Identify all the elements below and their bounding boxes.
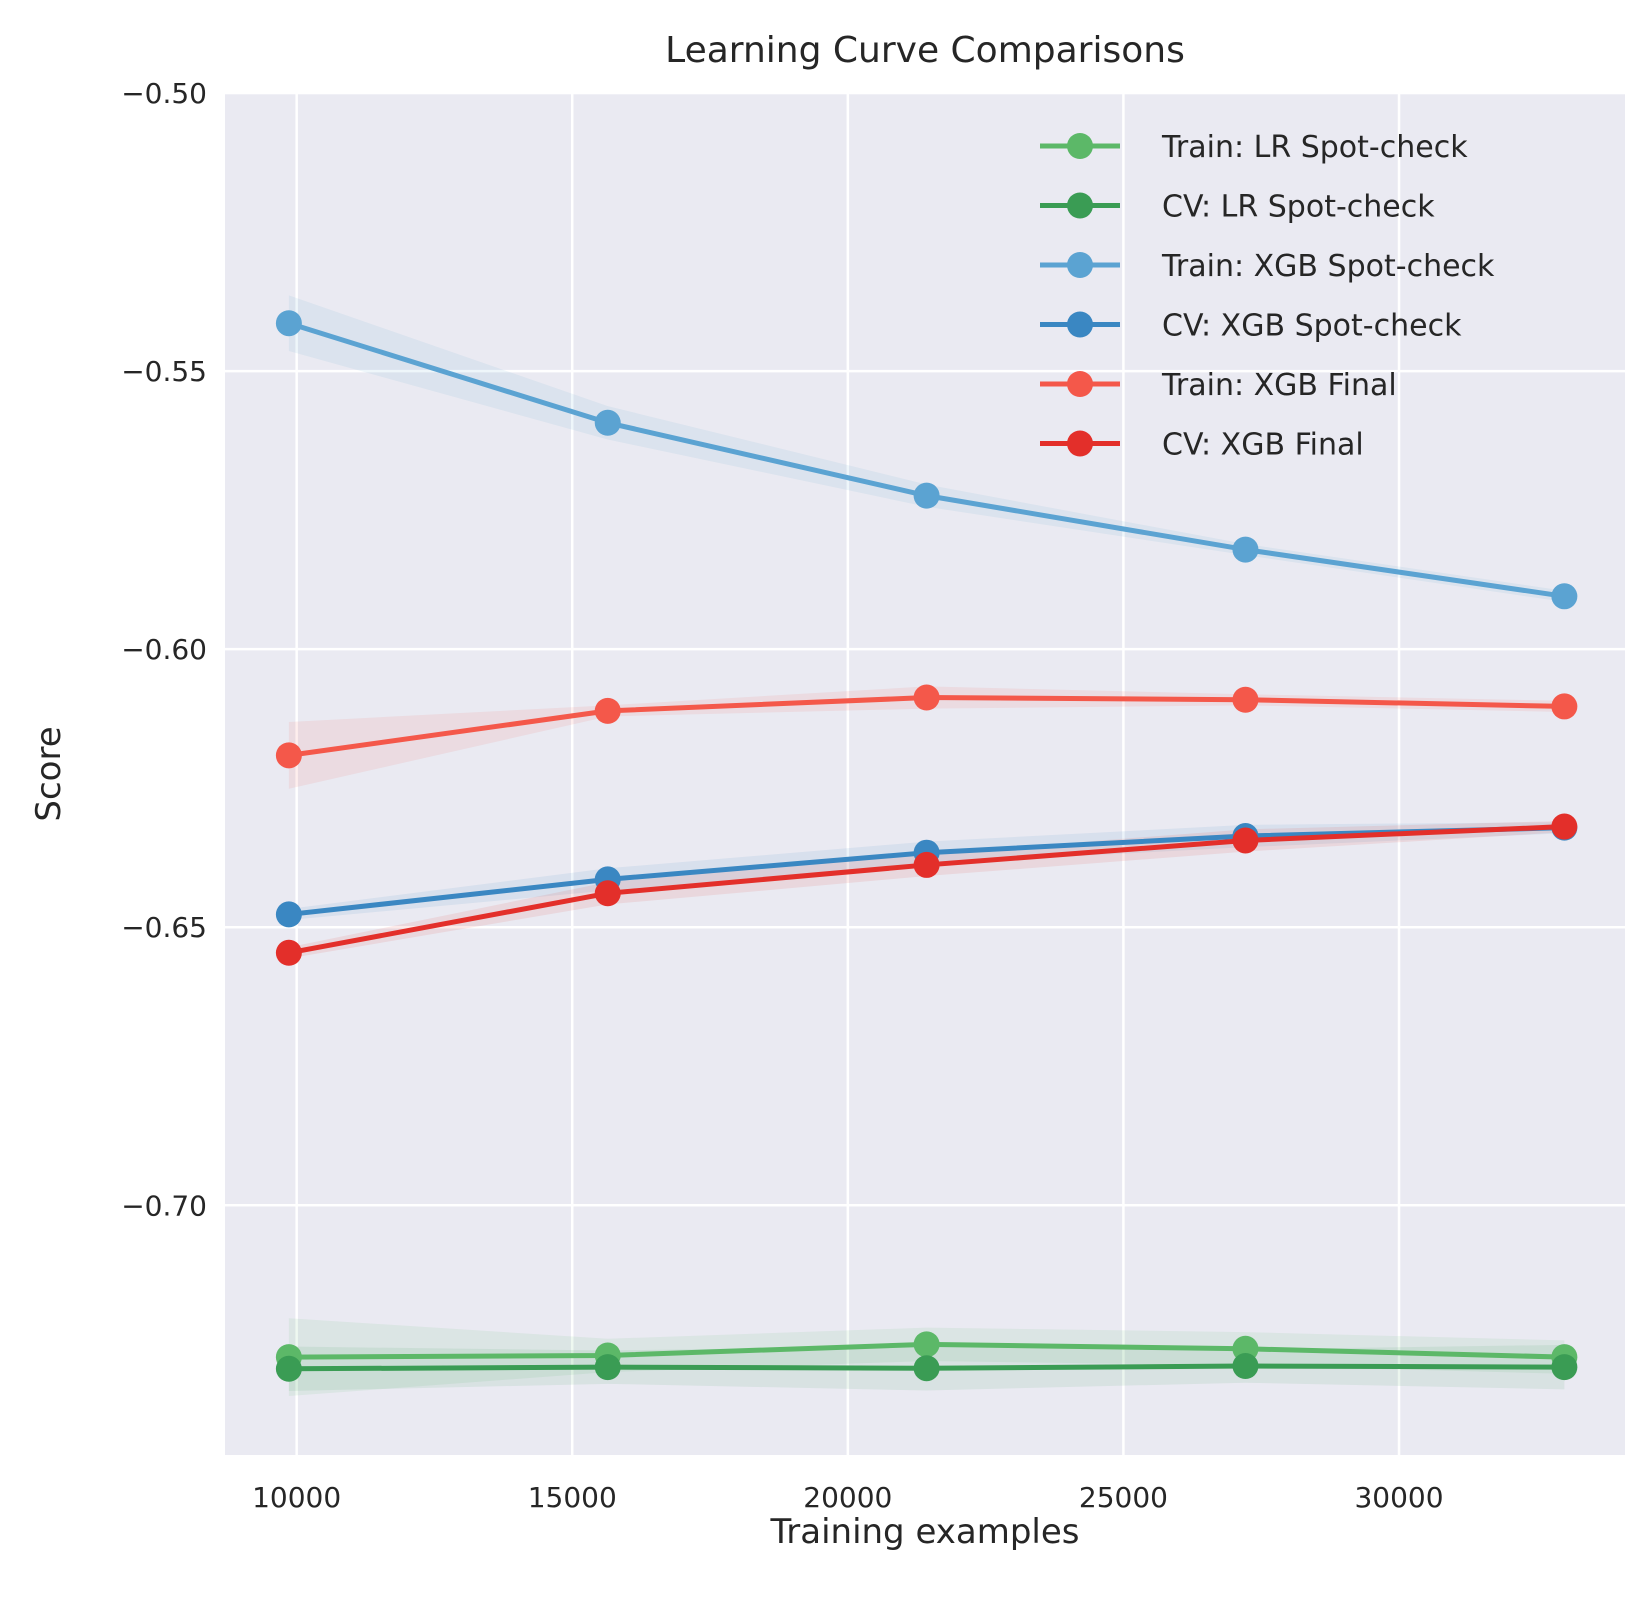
x-axis-label: Training examples <box>769 1512 1079 1552</box>
legend-label: CV: XGB Final <box>1162 428 1364 463</box>
x-tick-label: 25000 <box>1079 1481 1168 1514</box>
series-lines <box>275 310 1578 1382</box>
y-tick-label: −0.70 <box>121 1189 207 1222</box>
data-point <box>1551 1354 1578 1381</box>
data-point <box>275 310 302 337</box>
y-tick-label: −0.65 <box>121 911 207 944</box>
data-point <box>1232 686 1259 713</box>
data-point <box>275 1355 302 1382</box>
data-point <box>913 482 940 509</box>
data-point <box>1551 693 1578 720</box>
x-tick-label: 10000 <box>252 1481 341 1514</box>
x-tick-label: 30000 <box>1354 1481 1443 1514</box>
data-point <box>913 851 940 878</box>
x-tick-label: 15000 <box>528 1481 617 1514</box>
grid-lines <box>225 91 1625 1455</box>
data-point <box>1551 583 1578 610</box>
chart-title: Learning Curve Comparisons <box>665 30 1185 71</box>
data-point <box>1232 536 1259 563</box>
data-point <box>275 742 302 769</box>
data-point <box>594 409 621 436</box>
legend: Train: LR Spot-check CV: LR Spot-check Tra… <box>1040 130 1495 463</box>
y-tick-label: −0.50 <box>121 77 207 110</box>
data-point <box>1232 827 1259 854</box>
x-tick-labels: 10000 15000 20000 25000 30000 <box>252 1481 1443 1514</box>
y-tick-label: −0.60 <box>121 633 207 666</box>
legend-label: Train: XGB Spot-check <box>1161 249 1495 284</box>
data-point <box>913 1355 940 1382</box>
data-point <box>594 880 621 907</box>
legend-label: CV: LR Spot-check <box>1162 190 1435 225</box>
plot-area <box>225 93 1625 1455</box>
legend-marker <box>1067 311 1093 338</box>
legend-marker <box>1067 430 1093 457</box>
legend-marker <box>1067 133 1093 159</box>
data-point <box>275 939 302 966</box>
y-tick-label: −0.55 <box>121 355 207 388</box>
x-tick-label: 20000 <box>803 1481 892 1514</box>
data-point <box>1551 813 1578 840</box>
legend-label: Train: XGB Final <box>1161 368 1397 403</box>
data-point <box>275 901 302 928</box>
confidence-band <box>288 820 1565 959</box>
legend-marker <box>1067 371 1093 397</box>
data-point <box>594 1354 621 1381</box>
data-point <box>594 697 621 724</box>
data-point <box>913 684 940 711</box>
data-point <box>1232 1353 1259 1380</box>
legend-marker <box>1067 252 1093 278</box>
legend-label: CV: XGB Spot-check <box>1162 309 1462 344</box>
legend-marker <box>1067 192 1093 219</box>
y-axis-label: Score <box>29 726 69 821</box>
y-tick-labels: −0.50 −0.55 −0.60 −0.65 −0.70 <box>121 77 207 1222</box>
legend-label: Train: LR Spot-check <box>1161 130 1468 165</box>
data-point <box>913 1331 940 1358</box>
